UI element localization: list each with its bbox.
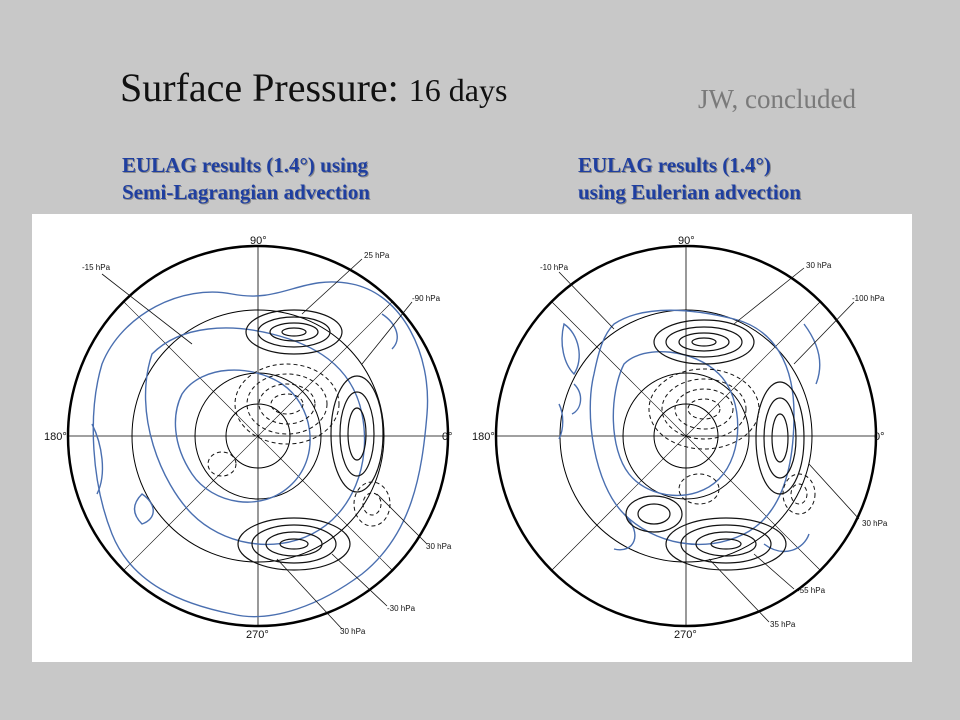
contour-label: 35 hPa <box>770 620 796 629</box>
lon-label-left: 180° <box>472 431 495 443</box>
lon-label-right: 0° <box>874 431 885 443</box>
contour-label: -30 hPa <box>387 604 416 613</box>
blue-zero-contours <box>91 281 429 618</box>
contour-label: -100 hPa <box>852 294 885 303</box>
slide-title-main: Surface Pressure: <box>120 65 399 110</box>
slide-title-sub: 16 days <box>408 72 508 108</box>
contour-label: -90 hPa <box>412 294 441 303</box>
lon-label-bottom: 270° <box>246 629 269 641</box>
right-polar-plot-panel: 90° 180° 0° 270° -10 hPa 30 hPa -100 hPa… <box>464 214 912 662</box>
contour-label-leaders <box>101 258 428 630</box>
left-panel-caption: EULAG results (1.4°) using Semi-Lagrangi… <box>122 152 370 206</box>
longitude-labels: 90° 180° 0° 270° <box>472 235 885 641</box>
positive-contours <box>237 309 384 571</box>
lon-label-top: 90° <box>678 235 695 247</box>
longitude-labels: 90° 180° 0° 270° <box>44 235 453 641</box>
contour-label: -15 hPa <box>82 263 111 272</box>
negative-contours <box>207 363 391 527</box>
left-polar-plot-panel: 90° 180° 0° 270° -15 hPa 25 hPa -90 hPa … <box>32 214 464 662</box>
lon-label-right: 0° <box>442 431 453 443</box>
contour-label: 30 hPa <box>806 261 832 270</box>
blue-zero-contours <box>558 309 821 553</box>
positive-contours <box>625 319 805 571</box>
slide-title: Surface Pressure: 16 days <box>120 64 507 111</box>
right-caption-line1: EULAG results (1.4°) <box>578 153 771 177</box>
lon-label-top: 90° <box>250 235 267 247</box>
right-polar-plot: 90° 180° 0° 270° -10 hPa 30 hPa -100 hPa… <box>472 235 888 641</box>
contour-label: -55 hPa <box>797 586 826 595</box>
contour-label: 30 hPa <box>862 519 888 528</box>
lon-label-left: 180° <box>44 431 67 443</box>
contour-label: -10 hPa <box>540 263 569 272</box>
left-caption-line1: EULAG results (1.4°) using <box>122 153 369 177</box>
left-caption-line2: Semi-Lagrangian advection <box>122 180 370 204</box>
right-panel-caption: EULAG results (1.4°) using Eulerian adve… <box>578 152 801 206</box>
contour-label-leaders <box>558 267 860 623</box>
contour-label: 30 hPa <box>340 627 366 636</box>
contour-labels: -10 hPa 30 hPa -100 hPa 30 hPa -55 hPa 3… <box>540 261 888 629</box>
slide-tag: JW, concluded <box>698 84 856 114</box>
contour-label: 30 hPa <box>426 542 452 551</box>
contour-labels: -15 hPa 25 hPa -90 hPa 30 hPa -30 hPa 30… <box>82 251 452 636</box>
lon-label-bottom: 270° <box>674 629 697 641</box>
meridian-diagonal-b <box>123 301 393 571</box>
right-caption-line2: using Eulerian advection <box>578 180 801 204</box>
negative-contours <box>648 368 816 515</box>
left-polar-plot: 90° 180° 0° 270° -15 hPa 25 hPa -90 hPa … <box>44 235 453 641</box>
contour-label: 25 hPa <box>364 251 390 260</box>
